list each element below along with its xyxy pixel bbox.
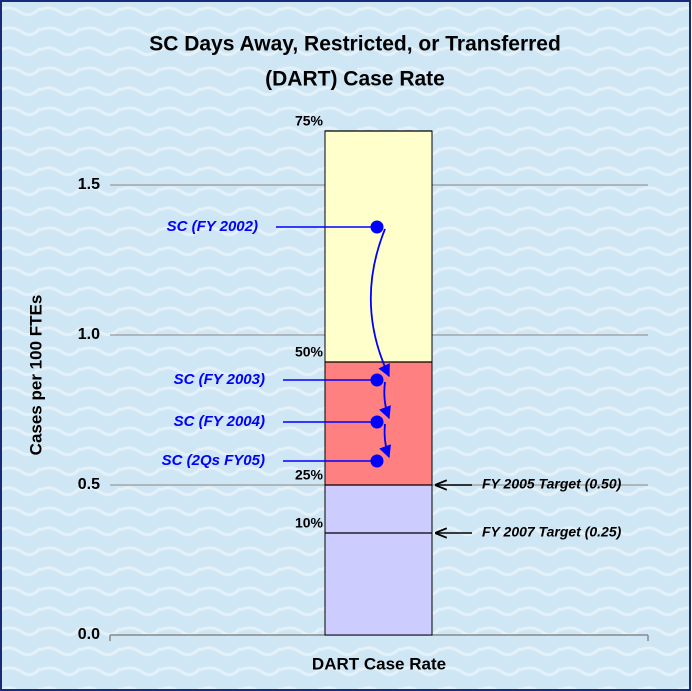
target-label: FY 2007 Target (0.25) [482, 524, 622, 540]
trend-arrow [379, 423, 391, 459]
bar-segment [324, 484, 433, 636]
trend-arrow [379, 381, 391, 420]
chart-title: SC Days Away, Restricted, or Transferred [149, 33, 561, 56]
point [370, 415, 384, 429]
point [370, 454, 384, 468]
point-label: SC (2Qs FY05) [162, 452, 265, 469]
target-label: FY 2005 Target (0.50) [482, 476, 622, 492]
trend-arrow [369, 228, 390, 378]
point [370, 373, 384, 387]
point-label: SC (FY 2004) [174, 413, 265, 430]
percentile-label: 25% [295, 467, 324, 483]
y-tick-label: 0.5 [78, 476, 100, 493]
y-axis-label: Cases per 100 FTEs [26, 295, 45, 456]
point [370, 220, 384, 234]
y-tick-label: 1.5 [78, 176, 100, 193]
point-label: SC (FY 2002) [167, 218, 258, 235]
x-axis-label: DART Case Rate [312, 654, 446, 673]
y-tick-label: 1.0 [78, 326, 100, 343]
percentile-label: 50% [295, 344, 324, 360]
percentile-label: 75% [295, 113, 324, 129]
chart-title: (DART) Case Rate [265, 68, 445, 91]
y-tick-label: 0.0 [78, 626, 100, 643]
percentile-label: 10% [295, 515, 324, 531]
point-label: SC (FY 2003) [174, 371, 265, 388]
